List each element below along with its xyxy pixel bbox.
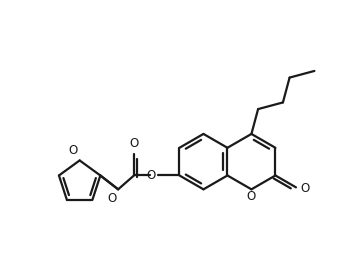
Text: O: O bbox=[129, 137, 139, 150]
Text: O: O bbox=[68, 144, 78, 157]
Text: O: O bbox=[247, 190, 256, 203]
Text: O: O bbox=[300, 182, 309, 195]
Text: O: O bbox=[147, 169, 156, 182]
Text: O: O bbox=[107, 192, 116, 205]
